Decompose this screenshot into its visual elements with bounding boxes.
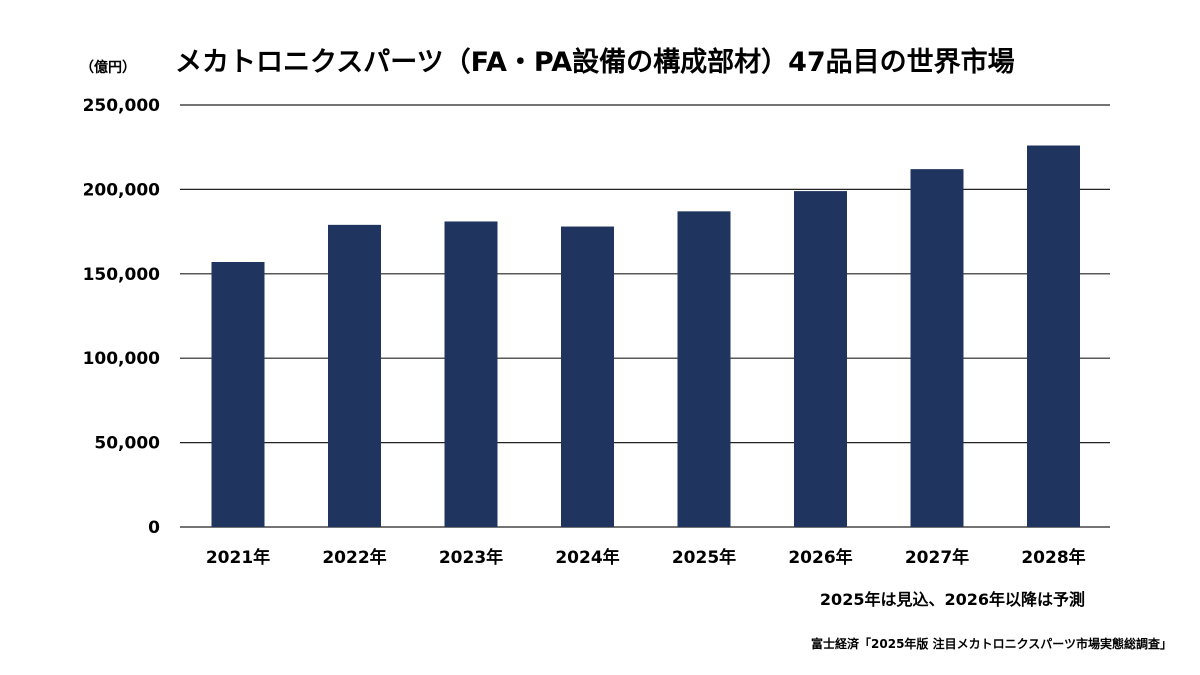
chart-title: メカトロニクスパーツ（FA・PA設備の構成部材）47品目の世界市場 bbox=[175, 46, 1015, 78]
y-tick-label: 200,000 bbox=[83, 180, 161, 200]
y-tick-label: 0 bbox=[148, 518, 160, 538]
x-tick-label: 2024年 bbox=[555, 547, 619, 568]
y-tick-label: 100,000 bbox=[83, 349, 161, 369]
x-tick-label: 2027年 bbox=[905, 547, 969, 568]
x-tick-label: 2025年 bbox=[672, 547, 736, 568]
y-tick-label: 150,000 bbox=[83, 265, 161, 285]
x-axis-tick-labels: 2021年 2022年 2023年 2024年 2025年 2026年 2027年 2028年 bbox=[206, 547, 1086, 568]
bar bbox=[561, 226, 614, 527]
y-tick-label: 250,000 bbox=[83, 96, 161, 116]
x-tick-label: 2028年 bbox=[1021, 547, 1085, 568]
bar bbox=[211, 261, 265, 527]
bar bbox=[794, 191, 847, 527]
y-tick-label: 50,000 bbox=[94, 434, 160, 454]
bars bbox=[211, 145, 1080, 528]
x-tick-label: 2026年 bbox=[788, 547, 852, 568]
y-axis-tick-labels: 0 50,000 100,000 150,000 200,000 250,000 bbox=[83, 96, 161, 538]
bar bbox=[910, 169, 964, 528]
bar bbox=[677, 211, 731, 527]
bar bbox=[1027, 145, 1080, 527]
x-tick-label: 2022年 bbox=[322, 547, 386, 568]
source-credit: 富士経済「2025年版 注目メカトロニクスパーツ市場実態総調査」 bbox=[811, 636, 1172, 651]
forecast-note: 2025年は見込、2026年以降は予測 bbox=[820, 590, 1085, 609]
x-tick-label: 2023年 bbox=[439, 547, 503, 568]
bar bbox=[328, 224, 381, 527]
gridlines bbox=[180, 104, 1110, 528]
y-axis-unit-label: （億円） bbox=[80, 59, 136, 76]
bar bbox=[444, 221, 498, 528]
x-tick-label: 2021年 bbox=[206, 547, 270, 568]
